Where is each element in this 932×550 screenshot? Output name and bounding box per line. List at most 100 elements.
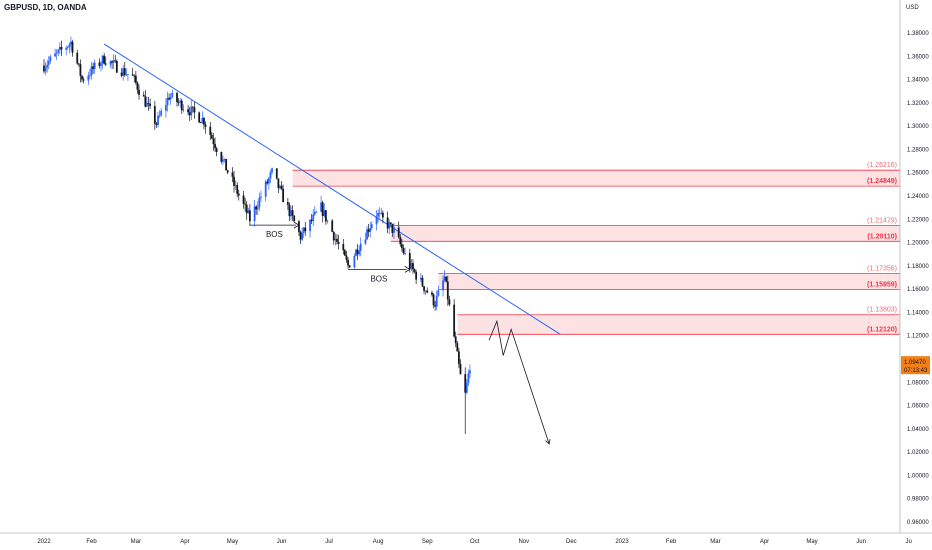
candle-body: [313, 211, 316, 215]
y-tick-label: 1.24000: [907, 194, 929, 200]
candle-body: [446, 281, 449, 300]
candle-body: [256, 207, 259, 210]
bar-countdown: 07:13:43: [904, 368, 928, 374]
candle-body: [199, 122, 202, 124]
candle-body: [220, 152, 223, 162]
candle-body: [454, 336, 457, 344]
candle-body: [431, 292, 433, 295]
candle-body: [404, 253, 406, 254]
candle-body: [237, 193, 240, 196]
y-tick-label: 1.00000: [907, 473, 929, 479]
candle-body: [89, 75, 91, 76]
candle-body: [397, 227, 400, 238]
projection-arrow-head: [545, 439, 551, 445]
candle-body: [60, 46, 63, 50]
candle-body: [457, 351, 460, 364]
zone-2-bottom-label: (1.20110): [867, 233, 897, 240]
zone-1-bottom-label: (1.24849): [867, 178, 897, 185]
candle-body: [112, 60, 115, 63]
candle-body: [415, 272, 418, 280]
y-tick-label: 1.18000: [907, 264, 929, 270]
candle-body: [131, 74, 134, 76]
candle-body: [377, 212, 380, 217]
candle-body: [343, 250, 346, 256]
candle-body: [453, 304, 456, 337]
candle-body: [331, 220, 334, 232]
candle-body: [347, 259, 349, 266]
candle-body: [149, 103, 151, 107]
zone-1-fill: [292, 170, 901, 187]
x-tick-label: Feb: [666, 539, 677, 545]
bos-2-label: BOS: [370, 274, 387, 283]
candle-body: [233, 176, 235, 186]
candle-body: [326, 220, 329, 222]
y-tick-label: 1.12000: [907, 334, 929, 340]
candle-body: [310, 219, 313, 222]
candle-body: [280, 185, 283, 189]
candle-body: [400, 244, 403, 248]
candle-body: [77, 63, 80, 65]
candle-body: [169, 97, 172, 100]
candle-body: [201, 117, 204, 123]
candle-body: [136, 82, 139, 90]
candle-body: [168, 97, 171, 100]
zone-4-fill: [457, 314, 900, 335]
candle-body: [44, 67, 47, 72]
candle-body: [92, 66, 94, 69]
candle-body: [153, 106, 156, 124]
candle-body: [70, 41, 72, 45]
candle-body: [193, 107, 196, 113]
y-tick-label: 1.08000: [907, 380, 929, 386]
candle-body: [57, 49, 60, 53]
symbol-title[interactable]: GBPUSD, 1D, OANDA: [4, 3, 87, 12]
y-tick-label: 0.98000: [907, 497, 929, 503]
current-price-tag: [901, 356, 930, 375]
candle-body: [258, 197, 261, 208]
candle-body: [434, 305, 437, 307]
candle-body: [182, 109, 185, 111]
x-tick-label: Jul: [325, 539, 333, 545]
candle-body: [358, 250, 361, 255]
y-tick-label: 1.30000: [907, 124, 929, 130]
y-tick-label: 1.34000: [907, 78, 929, 84]
candle-body: [291, 210, 294, 216]
candle-body: [65, 47, 68, 50]
candle-body: [157, 115, 159, 125]
candle-body: [375, 216, 378, 225]
candle-body: [381, 212, 384, 218]
candle-body: [109, 61, 112, 65]
candle-body: [245, 204, 248, 214]
candle-body: [275, 168, 278, 179]
candle-body: [299, 231, 302, 240]
currency-label: USD: [906, 5, 919, 11]
candle-body: [165, 105, 167, 111]
x-tick-label: Aug: [373, 539, 384, 545]
candle-body: [101, 55, 104, 64]
candle-body: [359, 243, 362, 251]
candle-body: [370, 224, 373, 229]
zone-4-top-label: (1.13803): [867, 307, 897, 314]
candle-body: [302, 227, 305, 234]
supply-zones: (1.26216) (1.24849) (1.21479) (1.20110) (1.1…: [292, 162, 901, 335]
candle-body: [367, 229, 370, 232]
candle-body: [426, 290, 429, 293]
candle-body: [391, 223, 394, 233]
y-tick-label: 1.06000: [907, 404, 929, 410]
candle-body: [389, 222, 392, 224]
candle-body: [71, 41, 74, 53]
y-tick-label: 0.96000: [907, 520, 929, 526]
x-tick-label: Nov: [518, 539, 529, 545]
candle-body: [432, 294, 435, 306]
candle-body: [58, 46, 61, 50]
candle-body: [353, 255, 356, 268]
candle-body: [443, 276, 446, 281]
candle-body: [171, 92, 174, 98]
candle-body: [465, 382, 468, 393]
candle-body: [223, 158, 226, 160]
candle-body: [122, 68, 125, 76]
current-price-value: 1.09470: [904, 360, 926, 366]
candle-body: [76, 52, 79, 64]
candle-body: [445, 276, 448, 282]
candle-body: [100, 63, 102, 67]
